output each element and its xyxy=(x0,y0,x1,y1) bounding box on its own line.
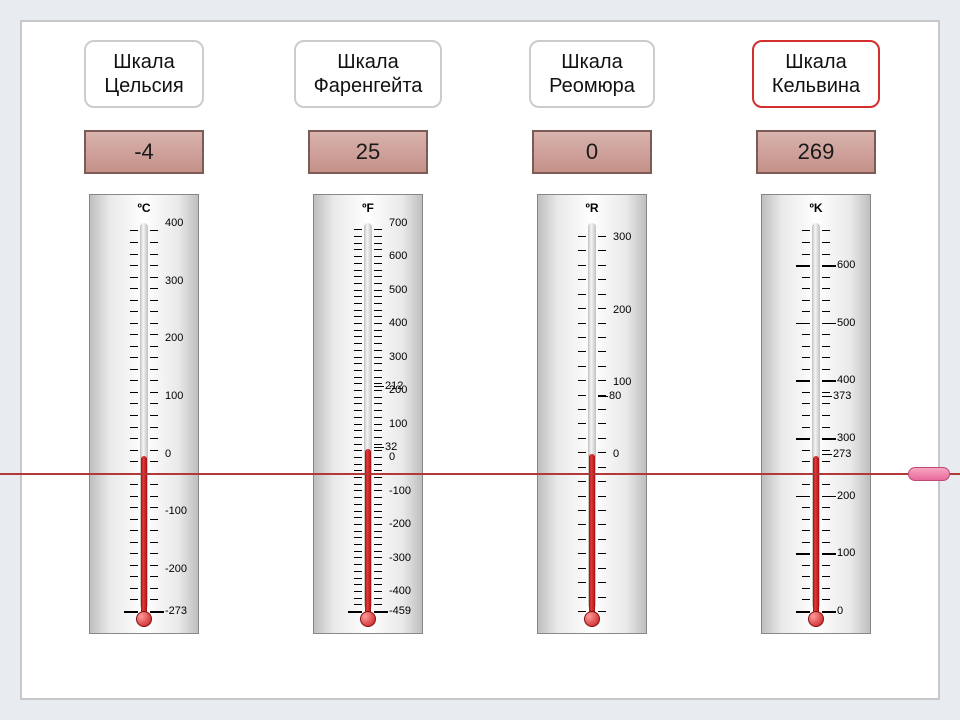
tick-label: 100 xyxy=(165,390,183,402)
thermometer-fahrenheit: ºF7006005004003002001000-100-200-300-400… xyxy=(313,194,423,634)
tick-label: 100 xyxy=(613,376,631,388)
tick-label: 600 xyxy=(837,259,855,271)
tick-label: 100 xyxy=(389,418,407,430)
tick-label: -100 xyxy=(165,505,187,517)
tick-label-extra: 373 xyxy=(833,390,851,402)
value-display-fahrenheit: 25 xyxy=(308,130,428,174)
tick-label: 400 xyxy=(165,217,183,229)
tick-label: 300 xyxy=(389,351,407,363)
tick-label: -100 xyxy=(389,485,411,497)
thermometer-fluid xyxy=(589,454,595,623)
tick-label: 0 xyxy=(613,448,619,460)
thermometer-fluid xyxy=(365,449,371,623)
scale-column-fahrenheit: Шкала Фаренгейта25ºF70060050040030020010… xyxy=(268,40,468,634)
tick-label: -400 xyxy=(389,585,411,597)
unit-label-fahrenheit: ºF xyxy=(314,201,422,215)
thermometer-kelvin: ºK 600 500 400 300 200 100 0 373 273 xyxy=(761,194,871,634)
thermometer-fluid xyxy=(813,456,819,623)
tick-label: 500 xyxy=(389,284,407,296)
scale-title-kelvin: Шкала Кельвина xyxy=(752,40,880,108)
content-frame: Шкала Цельсия -4 ºC 400 300 200 100 0 -100 -200 -2… xyxy=(20,20,940,700)
tick-label-extra: 273 xyxy=(833,448,851,460)
thermometer-celsius: ºC 400 300 200 100 0 -100 -200 -273 xyxy=(89,194,199,634)
tick-label: 200 xyxy=(613,304,631,316)
tick-label: 300 xyxy=(165,275,183,287)
scale-column-reaumur: Шкала Реомюра 0 ºR 300 200 100 0 80 xyxy=(492,40,692,634)
columns-container: Шкала Цельсия -4 ºC 400 300 200 100 0 -100 -200 -2… xyxy=(32,40,928,634)
tick-label: 200 xyxy=(165,332,183,344)
value-display-reaumur: 0 xyxy=(532,130,652,174)
thermometer-bulb xyxy=(584,611,600,627)
scale-column-celsius: Шкала Цельсия -4 ºC 400 300 200 100 0 -100 -200 -2… xyxy=(44,40,244,634)
scale-area: 7006005004003002001000-100-200-300-400-4… xyxy=(314,223,422,609)
scale-area: 6005004003002001000373273 xyxy=(762,223,870,609)
tick-label: 700 xyxy=(389,217,407,229)
thermometer-reaumur: ºR 300 200 100 0 80 xyxy=(537,194,647,634)
tick-label: 300 xyxy=(837,432,855,444)
tick-label: -200 xyxy=(389,518,411,530)
tick-label: -200 xyxy=(165,563,187,575)
value-display-celsius: -4 xyxy=(84,130,204,174)
thermometer-bulb xyxy=(808,611,824,627)
thermometer-bulb xyxy=(360,611,376,627)
tick-label-extra: 80 xyxy=(609,390,621,402)
scale-title-reaumur: Шкала Реомюра xyxy=(529,40,655,108)
tick-label: 0 xyxy=(165,448,171,460)
reference-line-cap xyxy=(908,467,950,481)
scale-title-fahrenheit: Шкала Фаренгейта xyxy=(294,40,443,108)
scale-column-kelvin: Шкала Кельвина 269 ºK 600 500 400 300 200 100 0 37… xyxy=(716,40,916,634)
tick-label: -300 xyxy=(389,552,411,564)
tick-label: 300 xyxy=(613,231,631,243)
tick-label-extra: 32 xyxy=(385,441,397,453)
tick-label-extra: 212 xyxy=(385,380,403,392)
tick-label: 0 xyxy=(837,605,843,617)
scale-area: 300 200 100 0 80 xyxy=(538,223,646,609)
tick-label: 0 xyxy=(389,451,395,463)
tick-label: 100 xyxy=(837,547,855,559)
unit-label-kelvin: ºK xyxy=(762,201,870,215)
unit-label-celsius: ºC xyxy=(90,201,198,215)
tick-label: 600 xyxy=(389,250,407,262)
tick-label: 500 xyxy=(837,317,855,329)
tick-label: -273 xyxy=(165,605,187,617)
thermometer-bulb xyxy=(136,611,152,627)
scale-area: 4003002001000-100-200-273 xyxy=(90,223,198,609)
value-display-kelvin: 269 xyxy=(756,130,876,174)
tick-label: 400 xyxy=(389,317,407,329)
thermometer-fluid xyxy=(141,456,147,623)
tick-label: -459 xyxy=(389,605,411,617)
unit-label-reaumur: ºR xyxy=(538,201,646,215)
scale-title-celsius: Шкала Цельсия xyxy=(84,40,203,108)
tick-label: 400 xyxy=(837,374,855,386)
tick-label: 200 xyxy=(837,490,855,502)
